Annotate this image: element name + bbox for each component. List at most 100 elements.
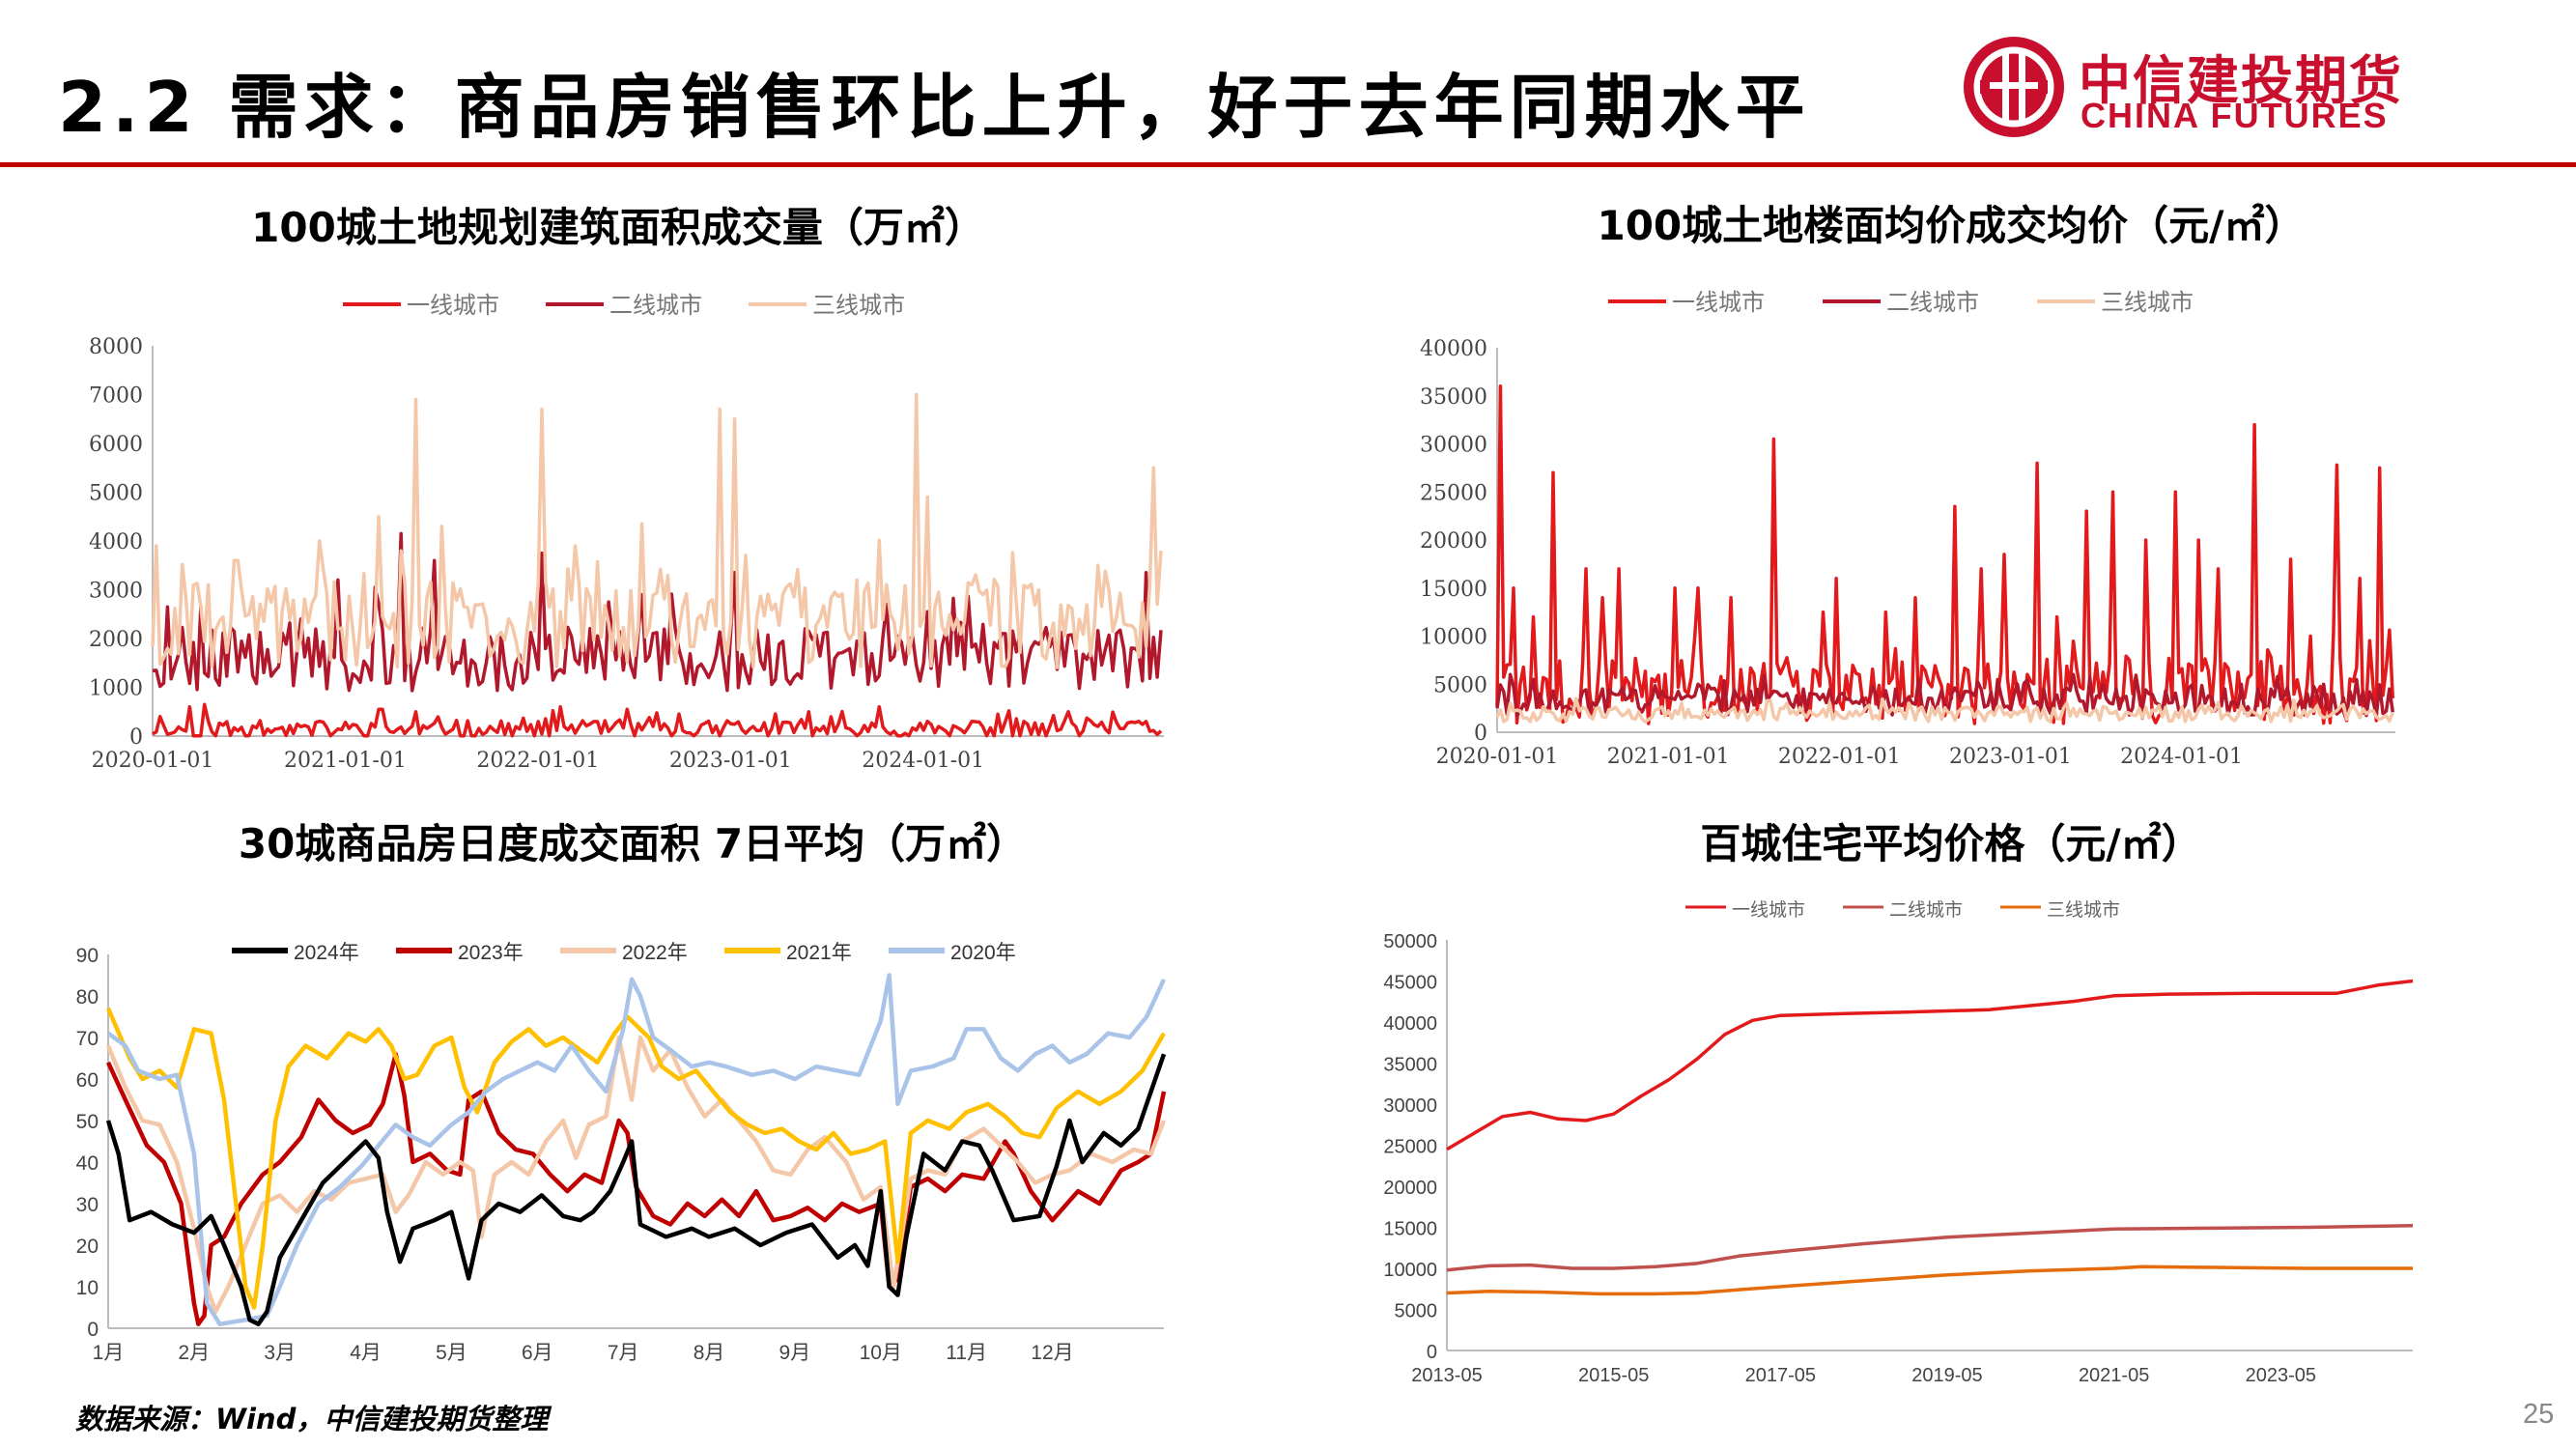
series-line-3	[1495, 696, 2394, 724]
x-tick-label: 12月	[1031, 1342, 1073, 1364]
y-tick-label: 80	[76, 986, 99, 1009]
legend-label: 2024年	[294, 942, 359, 964]
y-tick-label: 30000	[1420, 434, 1487, 458]
x-tick-label: 5月	[436, 1342, 467, 1364]
legend-label: 2021年	[786, 942, 852, 964]
y-tick-label: 20	[76, 1236, 99, 1258]
series-line-2	[152, 531, 1163, 693]
chart-title: 100城土地楼面均价成交均价（元/㎡）	[1597, 202, 2306, 249]
chart-title: 100城土地规划建筑面积成交量（万㎡）	[251, 204, 985, 251]
housing-price-chart: 百城住宅平均价格（元/㎡） 0 5000 10000 15000 20000 25000 3…	[1372, 802, 2531, 1401]
y-tick-label: 0	[1474, 722, 1487, 746]
x-tick-label: 2020-01-01	[1436, 745, 1559, 769]
y-tick-label: 10000	[1420, 626, 1487, 650]
series-line-1	[152, 702, 1163, 738]
x-tick-label: 2020-01-01	[92, 749, 214, 773]
daily-sales-chart: 30城商品房日度成交面积 7日平均（万㎡） 0 10 20 30 40 50 60 70 80 9…	[39, 802, 1227, 1381]
land-area-chart: 100城土地规划建筑面积成交量（万㎡） 0 1000 2000 3000 4000 500…	[39, 184, 1198, 782]
x-tick-label: 9月	[779, 1342, 811, 1364]
y-tick-label: 70	[76, 1028, 99, 1050]
y-tick-label: 5000	[1395, 1301, 1438, 1322]
series-line-5	[106, 973, 1167, 1326]
series-line-3	[151, 392, 1163, 669]
y-tick-label: 10	[76, 1277, 99, 1299]
y-tick-label: 45000	[1383, 973, 1437, 994]
y-tick-label: 40	[76, 1152, 99, 1175]
x-tick-label: 6月	[522, 1342, 553, 1364]
x-tick-label: 3月	[264, 1342, 296, 1364]
legend-label: 2023年	[458, 942, 524, 964]
y-tick-label: 90	[76, 945, 99, 967]
legend-label: 2020年	[950, 942, 1016, 964]
y-tick-label: 2000	[89, 628, 143, 652]
logo-chinese-text: 中信建投期货	[2079, 50, 2403, 111]
x-tick-label: 11月	[946, 1342, 987, 1364]
y-tick-label: 15000	[1383, 1219, 1437, 1240]
legend-label: 三线城市	[812, 292, 905, 319]
chart-title: 30城商品房日度成交面积 7日平均（万㎡）	[238, 820, 1028, 867]
legend-label: 二线城市	[609, 292, 702, 319]
x-tick-label: 1月	[93, 1342, 125, 1364]
y-tick-label: 40000	[1383, 1013, 1437, 1035]
x-tick-label: 8月	[694, 1342, 725, 1364]
legend-label: 二线城市	[1889, 899, 1963, 921]
land-price-plot: 0 5000 10000 15000 20000 25000 30000 35000 40000…	[1420, 289, 2395, 769]
y-tick-label: 35000	[1420, 385, 1487, 410]
x-tick-label: 2023-01-01	[669, 749, 792, 773]
legend-label: 二线城市	[1886, 289, 1979, 316]
y-tick-label: 7000	[89, 384, 143, 409]
x-tick-label: 2021-01-01	[1607, 745, 1730, 769]
x-tick-label: 2022-01-01	[476, 749, 599, 773]
y-tick-label: 8000	[89, 335, 143, 359]
page-number: 25	[2523, 1399, 2555, 1430]
y-tick-label: 30	[76, 1194, 99, 1216]
y-tick-label: 20000	[1383, 1178, 1437, 1199]
x-tick-label: 2024-01-01	[2120, 745, 2243, 769]
land-area-plot: 0 1000 2000 3000 4000 5000 6000 7000 8000 2020-01…	[89, 292, 1164, 773]
x-tick-label: 2013-05	[1411, 1365, 1482, 1386]
y-tick-label: 0	[87, 1319, 99, 1341]
x-tick-label: 2019-05	[1911, 1365, 1982, 1386]
page-title: 2.2 需求：商品房销售环比上升，好于去年同期水平	[58, 67, 1811, 148]
legend-label: 三线城市	[2101, 289, 2194, 316]
title-divider	[0, 162, 2576, 167]
y-tick-label: 40000	[1420, 337, 1487, 361]
series-line-2	[1495, 672, 2395, 718]
x-tick-label: 2021-05	[2079, 1365, 2149, 1386]
series-line-2	[105, 1051, 1167, 1326]
series-line-1	[1495, 384, 2395, 725]
x-tick-label: 2017-05	[1745, 1365, 1816, 1386]
y-tick-label: 50000	[1383, 931, 1437, 952]
land-price-chart: 100城土地楼面均价成交均价（元/㎡） 0 5000 10000 15000 20000…	[1372, 184, 2531, 782]
y-tick-label: 0	[1427, 1342, 1437, 1363]
legend-label: 三线城市	[2047, 899, 2120, 921]
series-line-2	[1446, 1224, 2414, 1272]
x-tick-label: 2022-01-01	[1778, 745, 1901, 769]
series-line-1	[1446, 979, 2414, 1151]
y-tick-label: 4000	[89, 530, 143, 554]
x-tick-label: 2023-01-01	[1949, 745, 2072, 769]
y-tick-label: 5000	[89, 482, 143, 506]
x-tick-label: 2024-01-01	[862, 749, 984, 773]
x-tick-label: 2021-01-01	[284, 749, 407, 773]
y-tick-label: 0	[129, 725, 143, 750]
series-line-1	[105, 1053, 1167, 1326]
y-tick-label: 5000	[1433, 673, 1487, 697]
y-tick-label: 6000	[89, 433, 143, 457]
legend-label: 一线城市	[1672, 289, 1765, 316]
x-tick-label: 7月	[608, 1342, 639, 1364]
chart-title: 百城住宅平均价格（元/㎡）	[1700, 820, 2202, 867]
housing-price-plot: 0 5000 10000 15000 20000 25000 30000 35000 40000…	[1383, 899, 2414, 1386]
logo-english-text: CHINA FUTURES	[2081, 96, 2389, 135]
y-tick-label: 30000	[1383, 1095, 1437, 1117]
citic-logo-icon	[1964, 37, 2064, 137]
y-tick-label: 15000	[1420, 578, 1487, 602]
legend-label: 一线城市	[1732, 899, 1805, 921]
y-tick-label: 60	[76, 1069, 99, 1092]
legend-label: 一线城市	[407, 292, 499, 319]
y-tick-label: 20000	[1420, 529, 1487, 554]
series-line-3	[1446, 1264, 2413, 1296]
legend-label: 2022年	[622, 942, 688, 964]
series-line-4	[105, 1008, 1166, 1310]
y-tick-label: 25000	[1383, 1137, 1437, 1158]
